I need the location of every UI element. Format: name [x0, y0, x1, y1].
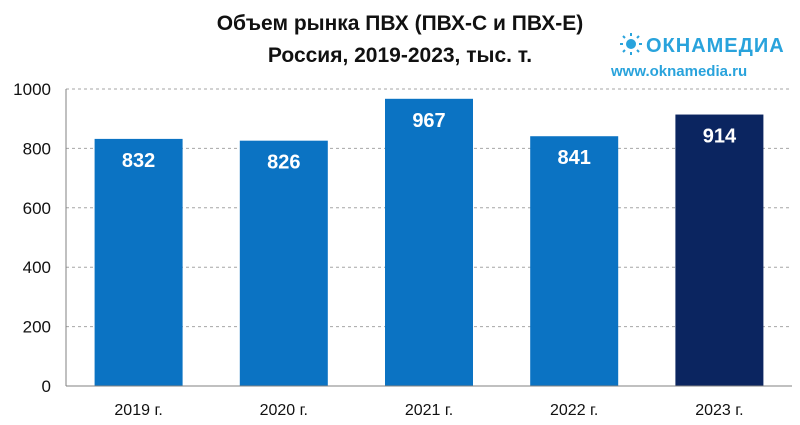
bar [94, 138, 183, 386]
y-tick-label: 400 [23, 258, 51, 277]
data-label: 826 [267, 152, 300, 174]
y-tick-label: 600 [23, 199, 51, 218]
bar [239, 140, 328, 386]
bar [385, 98, 473, 387]
y-tick-label: 800 [23, 139, 51, 158]
y-tick-label: 0 [42, 377, 51, 396]
chart-title-line-1: Объем рынка ПВХ (ПВХ-С и ПВХ-Е) [217, 12, 584, 35]
y-axis-ticks: 0 200 400 600 800 1000 [13, 80, 51, 396]
x-axis-ticks: 2019 г. 2020 г. 2021 г. 2022 г. 2023 г. [114, 402, 743, 419]
logo-name: ОКНАМЕДИА [646, 35, 785, 57]
x-tick-label: 2022 г. [550, 402, 598, 419]
data-label: 914 [703, 126, 737, 148]
x-tick-label: 2021 г. [405, 402, 453, 419]
data-label: 841 [558, 147, 591, 169]
chart-title-line-2: Россия, 2019-2023, тыс. т. [268, 44, 532, 67]
y-tick-label: 200 [23, 318, 51, 337]
bars [94, 98, 764, 387]
y-tick-label: 1000 [13, 80, 51, 99]
x-tick-label: 2020 г. [260, 402, 308, 419]
data-label: 967 [412, 110, 445, 132]
sun-icon [620, 33, 642, 55]
logo: ОКНАМЕДИА www.oknamedia.ru [610, 33, 785, 80]
bar [530, 136, 619, 386]
x-tick-label: 2023 г. [695, 402, 743, 419]
logo-url: www.oknamedia.ru [610, 63, 747, 80]
data-labels: 832 826 967 841 914 [122, 110, 737, 174]
x-tick-label: 2019 г. [114, 402, 162, 419]
data-label: 832 [122, 150, 155, 172]
bar [675, 114, 764, 387]
